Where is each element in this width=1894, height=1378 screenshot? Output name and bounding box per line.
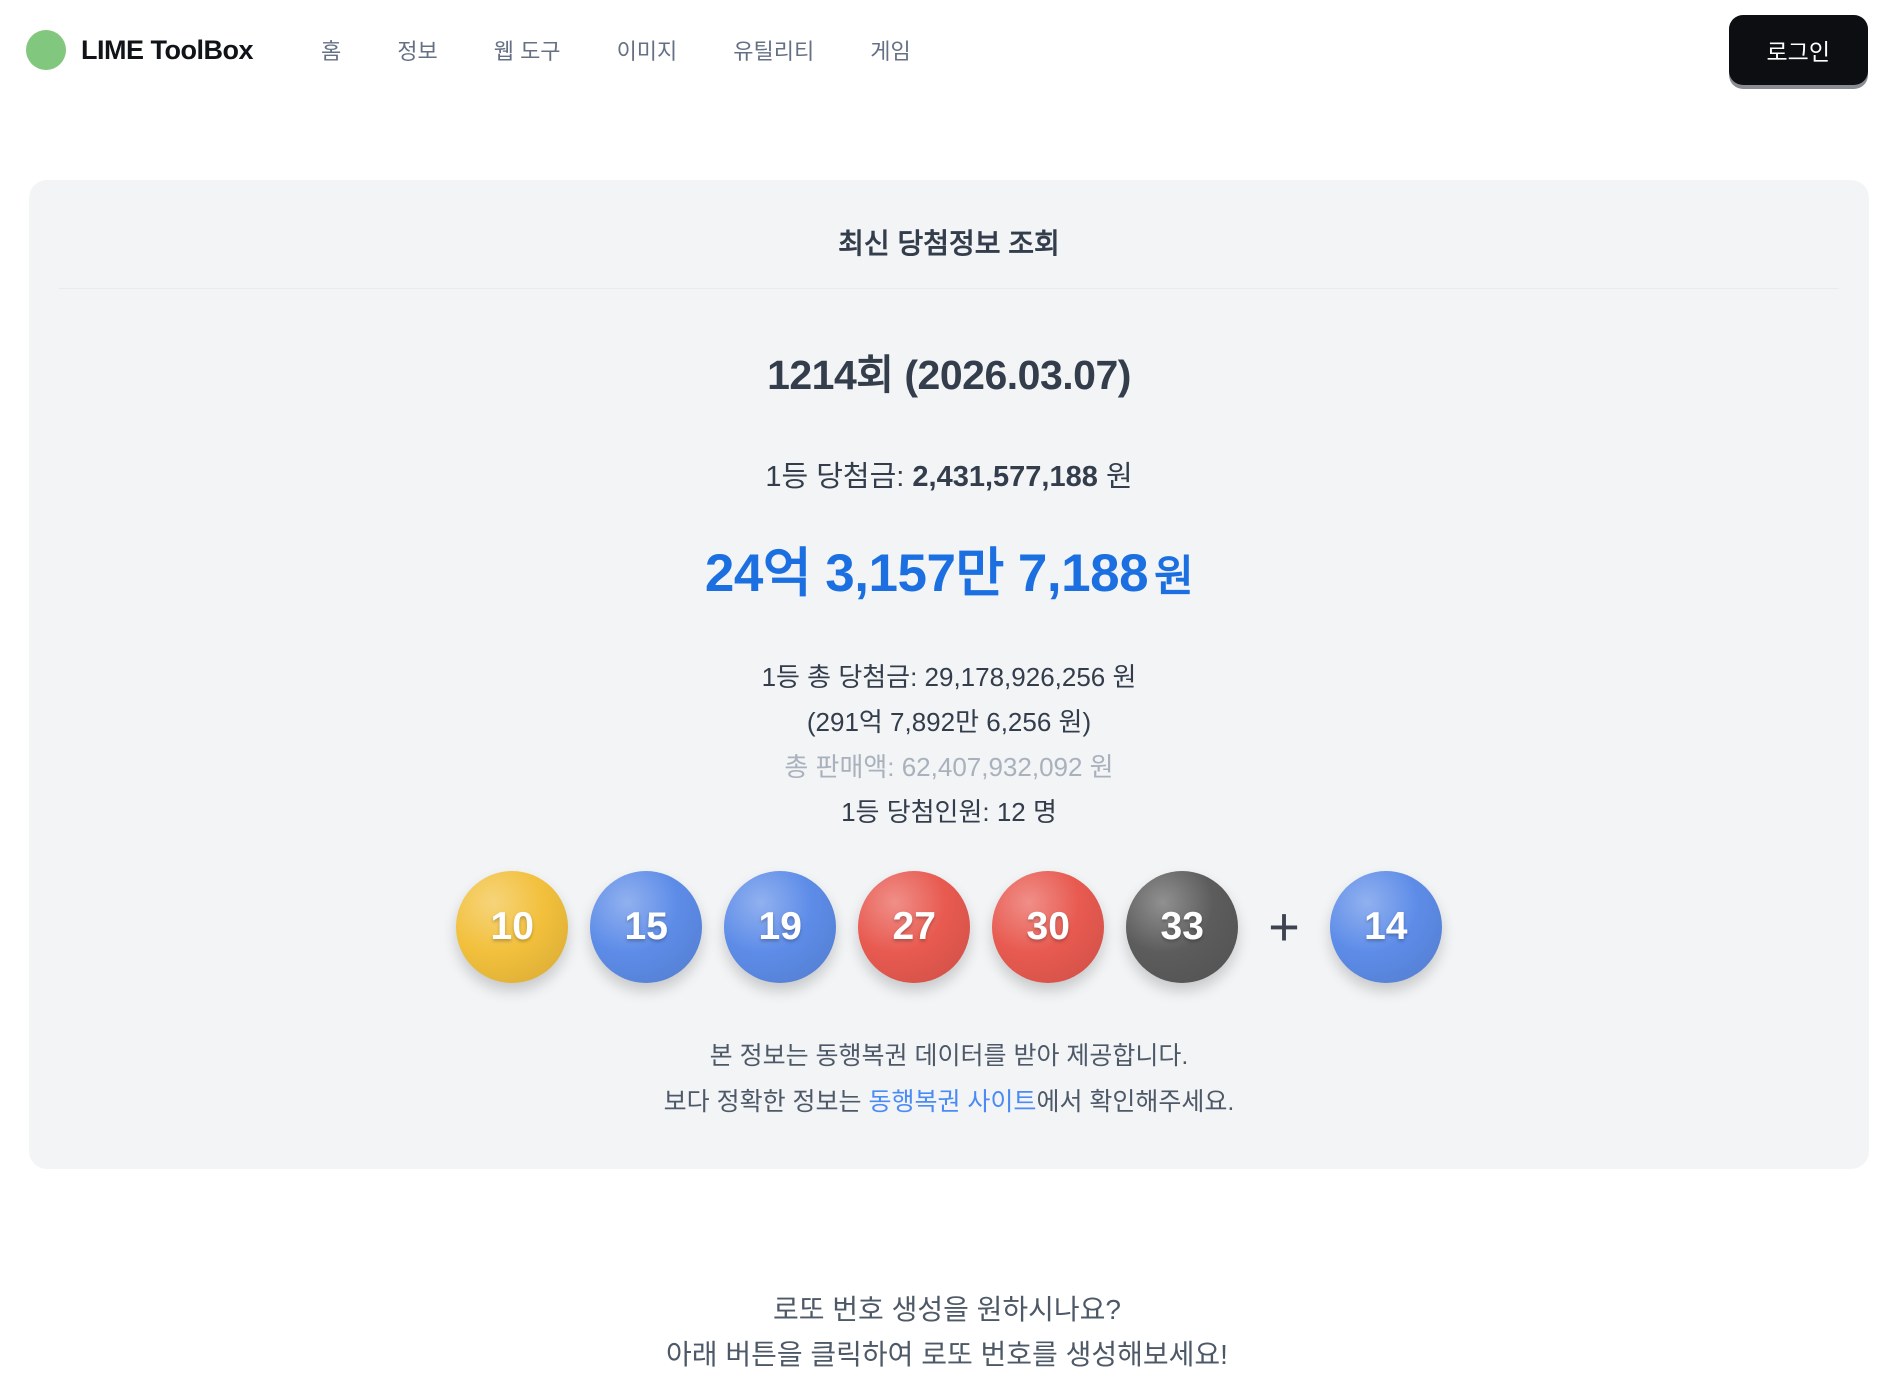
total-prize-korean-line: (291억 7,892만 6,256 원) <box>806 707 1092 737</box>
lotto-ball: 33 <box>1126 871 1239 983</box>
notice-line2-suffix: 에서 확인해주세요. <box>1036 1088 1235 1116</box>
winning-numbers-row: 10 15 19 27 30 33 +14 <box>29 871 1869 983</box>
notice-line1: 본 정보는 동행복권 데이터를 받아 제공합니다. <box>709 1042 1189 1070</box>
nav-item-image[interactable]: 이미지 <box>616 39 678 64</box>
lotto-ball: 19 <box>724 871 837 983</box>
bonus-plus-separator: + <box>1268 897 1300 957</box>
navbar: LIME ToolBox 홈 정보 웹 도구 이미지 유틸리티 게임 로그인 <box>0 0 1894 100</box>
lotto-ball: 27 <box>858 871 971 983</box>
notice: 본 정보는 동행복권 데이터를 받아 제공합니다. 보다 정확한 정보는 동행복… <box>29 1033 1869 1125</box>
lotto-ball: 15 <box>590 871 703 983</box>
bonus-ball: 14 <box>1329 871 1442 983</box>
nav-item-utility[interactable]: 유틸리티 <box>733 39 815 64</box>
generator-cta: 로또 번호 생성을 원하시나요? 아래 버튼을 클릭하여 로또 번호를 생성해보… <box>0 1287 1894 1378</box>
cta-line1: 로또 번호 생성을 원하시나요? <box>772 1294 1122 1325</box>
lotto-ball: 10 <box>456 871 569 983</box>
nav-list: 홈 정보 웹 도구 이미지 유틸리티 게임 <box>321 34 911 66</box>
first-prize-amount: 2,431,577,188 <box>912 461 1098 493</box>
first-prize-unit: 원 <box>1105 461 1133 493</box>
winner-count-line: 1등 당첨인원: 12 명 <box>841 797 1057 827</box>
brand-logo-icon <box>26 30 66 70</box>
nav-item-web-tools[interactable]: 웹 도구 <box>493 39 561 64</box>
notice-line2-prefix: 보다 정확한 정보는 <box>663 1088 869 1116</box>
first-prize-line: 1등 당첨금: 2,431,577,188 원 <box>29 453 1869 495</box>
round-title: 1214회 (2026.03.07) <box>767 352 1131 398</box>
prize-info-block: 1등 총 당첨금: 29,178,926,256 원 (291억 7,892만 … <box>29 655 1869 835</box>
nav-item-game[interactable]: 게임 <box>870 39 911 64</box>
total-prize-line: 1등 총 당첨금: 29,178,926,256 원 <box>761 662 1137 692</box>
divider <box>59 288 1839 289</box>
cta-line2: 아래 버튼을 클릭하여 로또 번호를 생성해보세요! <box>666 1339 1228 1370</box>
lotto-ball: 30 <box>992 871 1105 983</box>
notice-line2: 보다 정확한 정보는 동행복권 사이트에서 확인해주세요. <box>29 1079 1869 1125</box>
lotto-result-card: 최신 당첨정보 조회 1214회 (2026.03.07) 1등 당첨금: 2,… <box>29 180 1869 1169</box>
donghaeng-site-link[interactable]: 동행복권 사이트 <box>868 1088 1037 1116</box>
first-prize-korean-amount: 24억 3,157만 7,188 원 <box>29 531 1869 607</box>
brand[interactable]: LIME ToolBox <box>26 30 253 70</box>
card-title: 최신 당첨정보 조회 <box>838 228 1060 259</box>
korean-amount-unit: 원 <box>1154 553 1194 601</box>
total-sales-line: 총 판매액: 62,407,932,092 원 <box>784 752 1114 782</box>
nav-item-home[interactable]: 홈 <box>320 39 342 64</box>
korean-amount-value: 24억 3,157만 7,188 <box>704 544 1149 603</box>
nav-item-info[interactable]: 정보 <box>397 39 438 64</box>
brand-name: LIME ToolBox <box>81 34 253 65</box>
first-prize-label: 1등 당첨금: <box>765 461 905 493</box>
login-button[interactable]: 로그인 <box>1728 15 1868 85</box>
